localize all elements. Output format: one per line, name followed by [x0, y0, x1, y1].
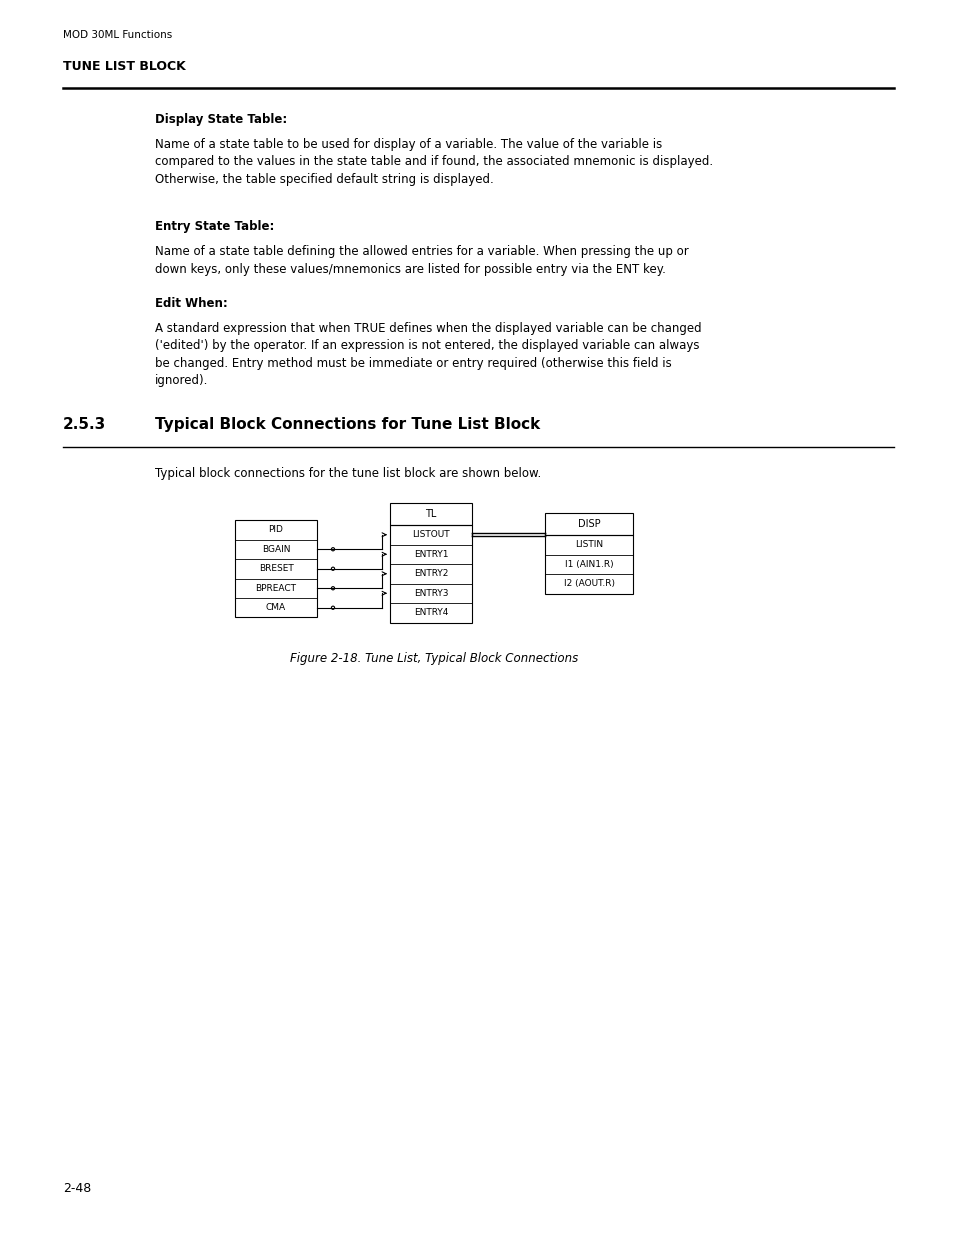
Text: A standard expression that when TRUE defines when the displayed variable can be : A standard expression that when TRUE def… — [154, 322, 700, 388]
Text: 2-48: 2-48 — [63, 1182, 91, 1195]
Text: I1 (AIN1.R): I1 (AIN1.R) — [564, 559, 613, 569]
Text: DISP: DISP — [578, 519, 599, 529]
Bar — [390, 503, 472, 525]
Text: 2.5.3: 2.5.3 — [63, 417, 106, 432]
Text: Typical block connections for the tune list block are shown below.: Typical block connections for the tune l… — [154, 467, 540, 480]
Bar — [544, 513, 633, 535]
Text: Edit When:: Edit When: — [154, 296, 228, 310]
Text: LISTOUT: LISTOUT — [412, 530, 450, 540]
Text: CMA: CMA — [266, 603, 286, 613]
Text: Figure 2-18. Tune List, Typical Block Connections: Figure 2-18. Tune List, Typical Block Co… — [290, 652, 578, 666]
Text: Typical Block Connections for Tune List Block: Typical Block Connections for Tune List … — [154, 417, 539, 432]
Bar — [390, 525, 472, 622]
Text: ENTRY3: ENTRY3 — [414, 589, 448, 598]
Text: I2 (AOUT.R): I2 (AOUT.R) — [563, 579, 614, 588]
Text: BGAIN: BGAIN — [261, 545, 290, 553]
Text: TUNE LIST BLOCK: TUNE LIST BLOCK — [63, 61, 186, 73]
Text: ENTRY2: ENTRY2 — [414, 569, 448, 578]
Text: PID: PID — [269, 525, 283, 535]
Text: Entry State Table:: Entry State Table: — [154, 220, 274, 233]
Text: TL: TL — [425, 509, 436, 519]
Bar — [234, 520, 316, 618]
Text: BPREACT: BPREACT — [255, 584, 296, 593]
Text: Name of a state table to be used for display of a variable. The value of the var: Name of a state table to be used for dis… — [154, 138, 713, 186]
Text: Name of a state table defining the allowed entries for a variable. When pressing: Name of a state table defining the allow… — [154, 245, 688, 275]
Text: ENTRY4: ENTRY4 — [414, 609, 448, 618]
Text: MOD 30ML Functions: MOD 30ML Functions — [63, 30, 172, 40]
Text: Display State Table:: Display State Table: — [154, 112, 287, 126]
Text: LISTIN: LISTIN — [575, 540, 602, 550]
Text: BRESET: BRESET — [258, 564, 294, 573]
Text: ENTRY1: ENTRY1 — [414, 550, 448, 558]
Bar — [544, 535, 633, 594]
